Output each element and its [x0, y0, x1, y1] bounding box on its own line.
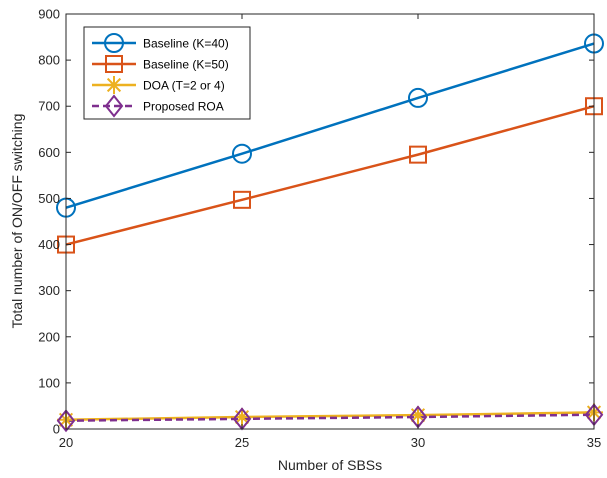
series-line-2	[65, 105, 595, 246]
data-point-s2-2	[233, 190, 251, 209]
legend-marker	[105, 55, 123, 73]
x-tick-label: 35	[587, 435, 601, 450]
y-tick-label: 300	[38, 283, 60, 298]
legend-label: Baseline (K=50)	[143, 58, 229, 72]
y-tick-label: 100	[38, 375, 60, 390]
y-tick-label: 0	[53, 422, 60, 437]
legend-label: Baseline (K=40)	[143, 37, 229, 51]
x-axis-label: Number of SBSs	[278, 457, 382, 473]
y-axis-label: Total number of ON/OFF switching	[9, 114, 25, 329]
y-tick-label: 600	[38, 145, 60, 160]
legend-item-3: DOA (T=2 or 4)	[92, 76, 225, 94]
data-point-s1-3	[408, 87, 428, 108]
data-point-s1-2	[232, 143, 252, 164]
series-line-4	[65, 413, 595, 422]
series-line-3	[65, 411, 595, 422]
y-tick-label: 900	[38, 7, 60, 22]
series-lines	[65, 42, 595, 422]
y-tick-label: 500	[38, 191, 60, 206]
x-tick-label: 30	[411, 435, 425, 450]
axes-box	[65, 13, 595, 430]
legend-item-1: Baseline (K=40)	[92, 33, 229, 53]
data-point-s2-3	[409, 145, 427, 164]
legend-item-4: Proposed ROA	[92, 94, 224, 118]
legend-marker	[104, 33, 124, 53]
legend-item-2: Baseline (K=50)	[92, 55, 229, 73]
legend-label: DOA (T=2 or 4)	[143, 79, 225, 93]
legend-label: Proposed ROA	[143, 100, 224, 114]
legend: Baseline (K=40) Baseline (K=50) DOA (T=2 o…	[83, 26, 251, 120]
y-tick-label: 400	[38, 237, 60, 252]
series-line-1	[65, 42, 595, 209]
y-tick-label: 800	[38, 53, 60, 68]
axis-ticks: 20 25 30 35 0 100 200 300 400 500 600 700 800 900	[38, 7, 601, 451]
x-tick-label: 20	[59, 435, 73, 450]
legend-marker	[104, 94, 124, 118]
data-point-s4-1	[56, 409, 76, 433]
legend-marker	[105, 76, 123, 94]
y-tick-label: 200	[38, 329, 60, 344]
x-tick-label: 25	[235, 435, 249, 450]
y-tick-label: 700	[38, 99, 60, 114]
